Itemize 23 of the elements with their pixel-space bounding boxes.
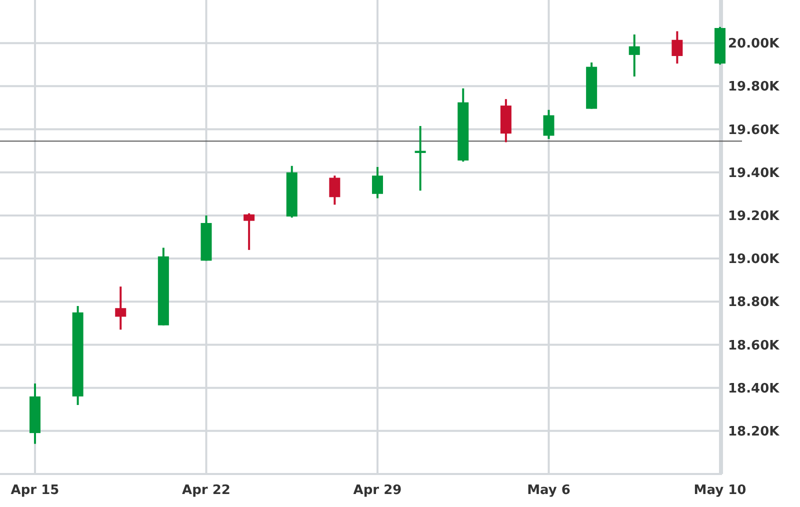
candlestick	[329, 174, 340, 206]
candlestick	[115, 286, 126, 331]
candlestick	[628, 33, 640, 78]
y-tick-label: 19.20K	[728, 209, 780, 224]
x-tick-label: Apr 29	[353, 483, 402, 498]
y-tick-label: 20.00K	[728, 36, 780, 52]
x-tick-label: May 6	[527, 483, 570, 498]
y-tick-label: 18.20K	[728, 424, 780, 440]
candlestick	[543, 108, 554, 140]
y-tick-label: 19.40K	[728, 166, 780, 181]
y-tick-label: 18.80K	[728, 295, 780, 310]
candlestick	[672, 30, 683, 65]
x-tick-label: Apr 15	[10, 483, 60, 498]
x-tick-label: Apr 22	[182, 483, 230, 498]
candlestick	[414, 125, 426, 192]
y-tick-label: 18.40K	[728, 381, 780, 396]
y-tick-label: 19.60K	[728, 122, 780, 138]
y-tick-label: 19.00K	[728, 252, 780, 268]
x-tick-label: May 10	[694, 483, 746, 498]
candlestick	[372, 166, 383, 200]
y-tick-label: 18.60K	[728, 338, 780, 354]
candlestick	[244, 212, 255, 251]
y-tick-label: 19.80K	[728, 80, 780, 95]
